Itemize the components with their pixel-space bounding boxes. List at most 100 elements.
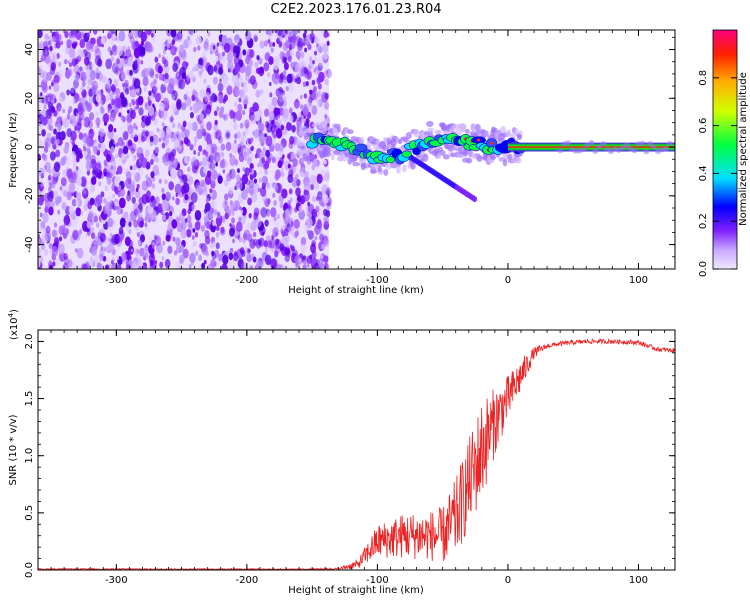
heatmap-noise-cell bbox=[304, 30, 308, 35]
heatmap-noise-cell bbox=[285, 234, 291, 243]
heatmap-noise-cell bbox=[192, 102, 200, 114]
heatmap-noise-cell bbox=[317, 218, 322, 226]
heatmap-noise-cell bbox=[168, 181, 175, 191]
heatmap-noise-cell bbox=[142, 262, 148, 269]
heatmap-noise-cell bbox=[164, 46, 168, 51]
heatmap-noise-cell bbox=[145, 42, 153, 53]
heatmap-noise-cell bbox=[214, 50, 219, 57]
heatmap-noise-cell bbox=[84, 56, 90, 66]
heatmap-noise-cell bbox=[65, 227, 70, 235]
heatmap-noise-cell bbox=[252, 183, 260, 194]
heatmap-noise-cell bbox=[216, 211, 221, 218]
heatmap-noise-cell bbox=[213, 76, 218, 85]
heatmap-noise-cell bbox=[293, 231, 298, 239]
heatmap-track-halo bbox=[298, 130, 305, 137]
x-tick-label: 0 bbox=[505, 275, 511, 286]
heatmap-noise-cell bbox=[181, 174, 188, 184]
heatmap-track-halo bbox=[436, 152, 442, 159]
heatmap-noise-cell bbox=[116, 263, 122, 269]
heatmap-noise-cell bbox=[121, 116, 126, 123]
heatmap-track-halo bbox=[442, 154, 450, 160]
colorbar-tick-label: 0.4 bbox=[698, 165, 709, 181]
heatmap-noise-cell bbox=[195, 35, 202, 46]
heatmap-noise-cell bbox=[155, 197, 158, 202]
heatmap-noise-cell bbox=[173, 138, 180, 148]
heatmap-noise-cell bbox=[298, 257, 302, 264]
heatmap-noise-cell bbox=[258, 177, 262, 183]
heatmap-noise-cell bbox=[169, 210, 173, 217]
heatmap-noise-cell bbox=[51, 35, 56, 43]
heatmap-noise-cell bbox=[299, 167, 306, 178]
heatmap-noise-cell bbox=[266, 235, 271, 243]
heatmap-noise-cell bbox=[287, 55, 292, 63]
heatmap-noise-cell bbox=[67, 259, 73, 268]
heatmap-noise-cell bbox=[192, 66, 196, 72]
heatmap-noise-cell bbox=[311, 105, 318, 117]
heatmap-noise-cell bbox=[135, 125, 138, 131]
heatmap-noise-cell bbox=[274, 142, 281, 152]
heatmap-noise-cell bbox=[197, 45, 201, 51]
heatmap-noise-cell bbox=[260, 89, 264, 95]
heatmap-noise-cell bbox=[267, 39, 271, 44]
heatmap-noise-cell bbox=[270, 258, 278, 269]
heatmap-noise-cell bbox=[107, 242, 115, 253]
heatmap-noise-cell bbox=[83, 132, 87, 138]
heatmap-noise-cell bbox=[235, 45, 241, 55]
heatmap-track-halo bbox=[377, 165, 382, 173]
heatmap-noise-cell bbox=[96, 262, 102, 269]
heatmap-noise-cell bbox=[106, 153, 112, 163]
heatmap-noise-cell bbox=[171, 90, 178, 101]
heatmap-noise-cell bbox=[103, 171, 108, 177]
heatmap-noise-cell bbox=[253, 102, 259, 111]
heatmap-noise-cell bbox=[39, 140, 43, 148]
heatmap-noise-cell bbox=[58, 106, 61, 112]
heatmap-noise-cell bbox=[274, 250, 279, 258]
heatmap-noise-cell bbox=[194, 30, 198, 33]
heatmap-noise-cell bbox=[110, 160, 117, 171]
heatmap-noise-cell bbox=[274, 182, 282, 194]
heatmap-noise-cell bbox=[284, 96, 288, 101]
heatmap-noise-cell bbox=[136, 133, 143, 144]
heatmap-noise-cell bbox=[172, 95, 176, 101]
heatmap-noise-cell bbox=[46, 71, 52, 81]
heatmap-noise-cell bbox=[215, 57, 219, 63]
heatmap-noise-cell bbox=[128, 31, 134, 40]
heatmap-noise-cell bbox=[39, 124, 44, 131]
heatmap-noise-cell bbox=[159, 261, 164, 269]
heatmap-track-halo bbox=[401, 164, 407, 173]
heatmap-track-halo bbox=[507, 153, 513, 160]
heatmap-noise-cell bbox=[249, 49, 255, 58]
heatmap-noise-cell bbox=[313, 154, 318, 160]
heatmap-noise-cell bbox=[72, 229, 79, 241]
heatmap-noise-cell bbox=[306, 212, 310, 217]
heatmap-noise-cell bbox=[192, 228, 196, 233]
heatmap-noise-cell bbox=[201, 101, 204, 106]
heatmap-noise-cell bbox=[66, 168, 73, 179]
heatmap-noise-cell bbox=[91, 213, 98, 224]
heatmap-noise-cell bbox=[303, 61, 308, 69]
heatmap-carrier-halo bbox=[596, 144, 603, 150]
heatmap-noise-cell bbox=[125, 263, 132, 269]
heatmap-noise-cell bbox=[238, 76, 244, 85]
heatmap-noise-cell bbox=[226, 52, 233, 63]
heatmap-noise-cell bbox=[323, 255, 329, 263]
heatmap-noise-cell bbox=[161, 193, 166, 201]
heatmap-noise-cell bbox=[254, 61, 259, 69]
heatmap-noise-cell bbox=[127, 139, 133, 147]
heatmap-noise-cell bbox=[49, 151, 56, 161]
heatmap-noise-cell bbox=[238, 59, 244, 68]
heatmap-noise-cell bbox=[265, 254, 272, 266]
heatmap-noise-cell bbox=[312, 60, 315, 65]
heatmap-noise-cell bbox=[132, 127, 139, 138]
heatmap-noise-cell bbox=[149, 70, 155, 79]
y-tick-label: -20 bbox=[24, 188, 35, 204]
heatmap-noise-cell bbox=[38, 115, 44, 127]
heatmap-noise-cell bbox=[271, 131, 275, 136]
heatmap-noise-cell bbox=[255, 239, 262, 249]
heatmap-noise-cell bbox=[148, 68, 155, 77]
heatmap-noise-cell bbox=[165, 126, 171, 135]
heatmap-noise-cell bbox=[232, 202, 237, 209]
heatmap-noise-cell bbox=[100, 191, 105, 198]
heatmap-noise-cell bbox=[140, 130, 148, 142]
heatmap-noise-cell bbox=[235, 173, 241, 182]
